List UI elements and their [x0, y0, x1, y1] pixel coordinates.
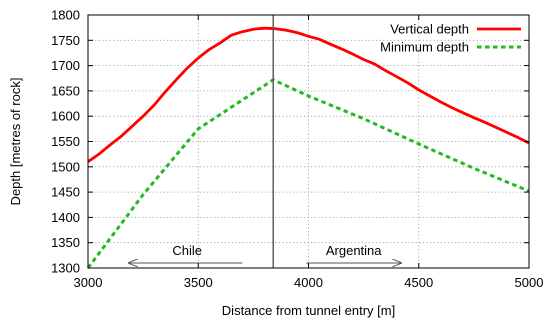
y-tick-label: 1300 [51, 261, 80, 276]
y-tick-label: 1350 [51, 235, 80, 250]
axis-ticks: 3000 3500 4000 4500 5000 1300 1350 1400 1450 1500… [51, 8, 543, 291]
chile-label: Chile [172, 243, 202, 258]
legend: Vertical depth Minimum depth [380, 22, 521, 55]
legend-label-vertical-depth: Vertical depth [390, 22, 469, 37]
x-tick-label: 5000 [515, 275, 544, 290]
x-axis-title: Distance from tunnel entry [m] [222, 303, 395, 318]
x-tick-label: 4500 [404, 275, 433, 290]
x-tick-label: 3500 [184, 275, 213, 290]
y-tick-label: 1500 [51, 159, 80, 174]
y-tick-label: 1750 [51, 33, 80, 48]
series-line-minimum-depth [86, 78, 530, 269]
y-axis-title: Depth [metres of rock] [8, 78, 23, 206]
legend-label-minimum-depth: Minimum depth [380, 40, 469, 55]
argentina-label: Argentina [326, 243, 382, 258]
country-annotations: Chile Argentina [129, 243, 401, 263]
series-layer [86, 26, 530, 269]
y-tick-label: 1650 [51, 83, 80, 98]
y-tick-label: 1800 [51, 8, 80, 23]
y-tick-label: 1400 [51, 210, 80, 225]
y-tick-label: 1700 [51, 58, 80, 73]
x-tick-label: 4000 [294, 275, 323, 290]
x-tick-label: 3000 [74, 275, 103, 290]
y-tick-label: 1600 [51, 109, 80, 124]
series-line-vertical-depth [87, 26, 530, 163]
y-tick-label: 1450 [51, 185, 80, 200]
y-tick-label: 1550 [51, 134, 80, 149]
